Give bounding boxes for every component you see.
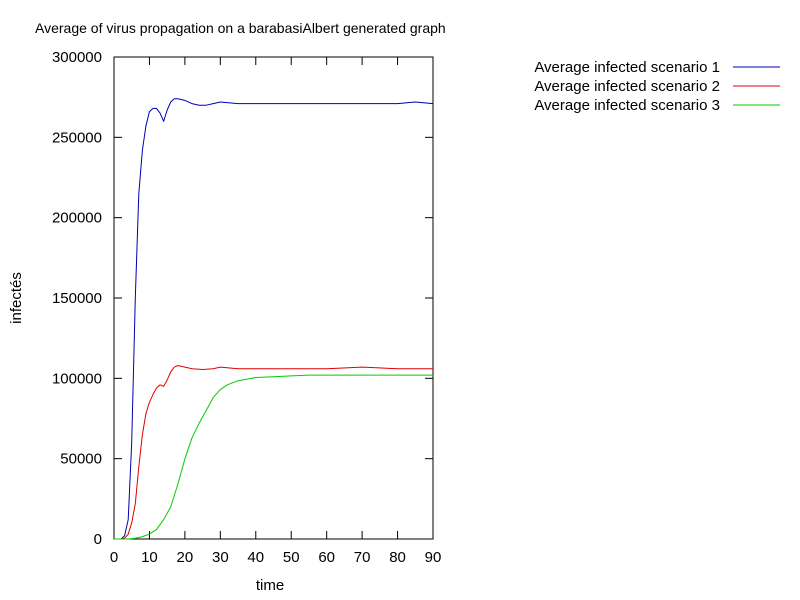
- series-line-1: [114, 98, 434, 540]
- legend-label-3: Average infected scenario 3: [534, 97, 720, 114]
- x-tick-label: 30: [212, 549, 229, 566]
- y-tick-label: 150000: [52, 290, 102, 307]
- x-tick-label: 20: [177, 549, 194, 566]
- x-axis: 0 10 20 30 40 50 60 70 80 90: [110, 57, 442, 566]
- legend-label-1: Average infected scenario 1: [534, 59, 720, 76]
- x-tick-label: 80: [389, 549, 406, 566]
- plot-area: [113, 56, 434, 540]
- x-tick-label: 50: [283, 549, 300, 566]
- y-tick-label: 250000: [52, 129, 102, 146]
- x-tick-label: 60: [318, 549, 335, 566]
- legend: Average infected scenario 1 Average infec…: [534, 59, 780, 114]
- y-tick-label: 0: [94, 531, 102, 548]
- legend-label-2: Average infected scenario 2: [534, 78, 720, 95]
- x-tick-label: 90: [425, 549, 442, 566]
- x-tick-label: 70: [354, 549, 371, 566]
- y-axis-label: infectés: [8, 272, 25, 324]
- series-line-3: [114, 374, 433, 540]
- series-line-2: [114, 365, 433, 540]
- y-tick-label: 100000: [52, 370, 102, 387]
- y-tick-label: 300000: [52, 49, 102, 66]
- chart-title: Average of virus propagation on a baraba…: [35, 20, 446, 36]
- x-tick-label: 40: [247, 549, 264, 566]
- x-tick-label: 0: [110, 549, 118, 566]
- plot-border: [113, 56, 434, 540]
- x-axis-label: time: [256, 577, 284, 594]
- series-group: [114, 98, 434, 540]
- y-tick-label: 200000: [52, 210, 102, 227]
- x-tick-label: 10: [141, 549, 158, 566]
- y-axis: 0 50000 100000 150000 200000 250000 300000: [52, 49, 433, 548]
- y-tick-label: 50000: [60, 451, 102, 468]
